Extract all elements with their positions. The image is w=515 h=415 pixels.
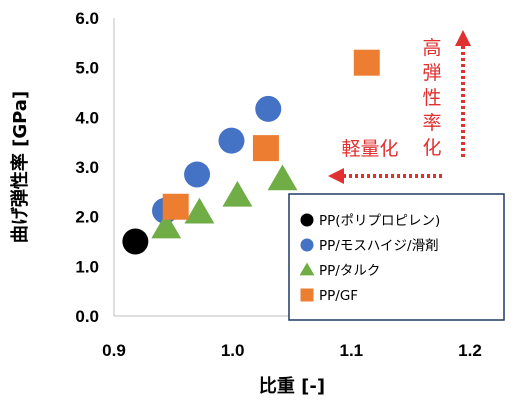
annotation-stiffer-glyph: 性: [422, 87, 441, 109]
legend-label: PP/モスハイジ/滑剤: [319, 238, 439, 254]
data-point: [267, 164, 298, 191]
y-tick-label: 1.0: [75, 257, 99, 276]
annotation-stiffer-glyph: 弾: [422, 62, 441, 84]
annotation-stiffer-glyph: 率: [422, 112, 441, 134]
annotation-stiffer-glyph: 高: [422, 37, 441, 59]
data-point: [151, 212, 182, 239]
data-point: [162, 193, 189, 220]
annotation-stiffer-glyph: 化: [422, 137, 441, 159]
y-tick-label: 4.0: [75, 108, 99, 127]
x-tick-label: 1.1: [340, 341, 364, 360]
data-point: [255, 95, 282, 122]
data-point: [222, 180, 253, 207]
legend-label: PP(ポリプロピレン): [319, 213, 440, 229]
x-tick-label: 1.2: [458, 341, 482, 360]
legend-marker: [300, 213, 314, 227]
legend: PP(ポリプロピレン) PP/モスハイジ/滑剤 PP/タルク PP/GF: [288, 193, 505, 321]
legend-label: PP/GF: [319, 288, 358, 304]
y-axis-title: 曲げ弾性率 [GPa]: [9, 91, 31, 243]
y-tick-label: 0.0: [75, 307, 99, 326]
legend-box: [288, 193, 505, 321]
tick-labels: 0.0 1.0 2.0 3.0 4.0 5.0 6.0 0.9 1.0 1.1 1.2: [75, 9, 481, 360]
data-points: [122, 49, 380, 255]
legend-marker: [300, 288, 314, 302]
x-tick-label: 1.0: [221, 341, 245, 360]
data-point: [353, 49, 380, 76]
annotation-lighter: 軽量化: [341, 138, 398, 160]
data-point: [122, 228, 149, 255]
y-tick-label: 3.0: [75, 158, 99, 177]
legend-label: PP/タルク: [319, 263, 380, 279]
data-point: [252, 135, 279, 162]
x-tick-label: 0.9: [102, 341, 126, 360]
stiffer-arrow-head: [455, 30, 471, 46]
legend-marker: [300, 238, 314, 252]
lighter-arrow-head: [328, 168, 344, 184]
y-tick-label: 2.0: [75, 208, 99, 227]
legend-marker: [299, 262, 315, 276]
data-point: [218, 127, 245, 154]
data-point: [184, 197, 215, 224]
y-tick-label: 6.0: [75, 9, 99, 28]
data-point: [184, 161, 211, 188]
y-tick-label: 5.0: [75, 59, 99, 78]
x-axis-title: 比重 [-]: [259, 375, 325, 397]
